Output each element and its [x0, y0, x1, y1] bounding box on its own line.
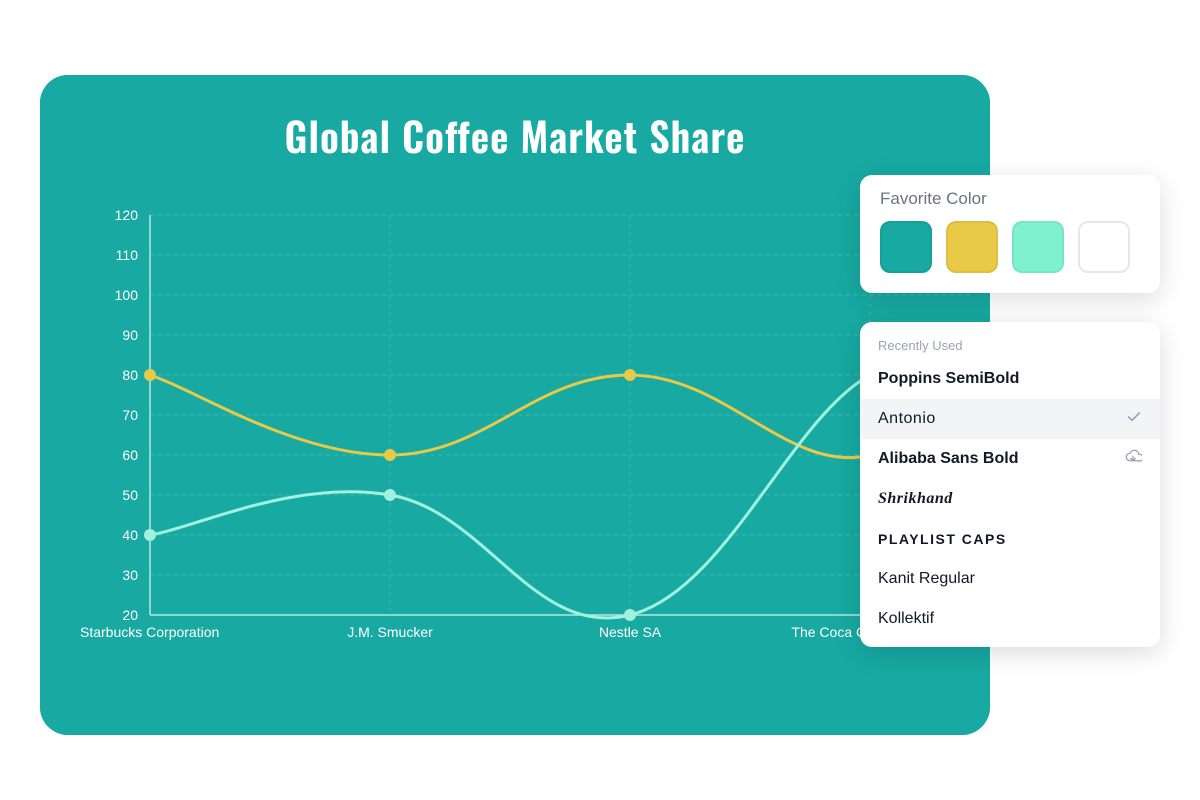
svg-text:100: 100 [115, 287, 139, 303]
svg-text:60: 60 [122, 447, 138, 463]
font-item-label: Kanit Regular [878, 570, 975, 588]
font-item-5[interactable]: Kanit Regular [860, 559, 1160, 599]
check-icon [1126, 409, 1142, 430]
color-swatch-2[interactable] [1012, 221, 1064, 273]
line-chart: 20 30 40 50 60 70 80 90 100 110 120 Starbucks Corp… [40, 75, 990, 735]
editor-stage: 20 30 40 50 60 70 80 90 100 110 120 Starbucks Corp… [0, 0, 1200, 800]
svg-text:J.M. Smucker: J.M. Smucker [347, 624, 433, 640]
svg-text:90: 90 [122, 327, 138, 343]
font-list: Poppins SemiBold Antonio Alibaba Sans Bold… [860, 359, 1160, 639]
svg-text:70: 70 [122, 407, 138, 423]
font-item-label: Alibaba Sans Bold [878, 450, 1018, 468]
font-item-4[interactable]: PLAYLIST CAPS [860, 519, 1160, 559]
font-item-6[interactable]: Kollektif [860, 599, 1160, 639]
font-picker-panel: Recently Used Poppins SemiBold Antonio Ali… [860, 322, 1160, 647]
font-item-label: Shrikhand [878, 490, 953, 508]
color-swatch-row [880, 221, 1140, 273]
svg-text:50: 50 [122, 487, 138, 503]
svg-text:20: 20 [122, 607, 138, 623]
font-item-0[interactable]: Poppins SemiBold [860, 359, 1160, 399]
color-swatch-1[interactable] [946, 221, 998, 273]
chart-card: 20 30 40 50 60 70 80 90 100 110 120 Starbucks Corp… [40, 75, 990, 735]
svg-text:40: 40 [122, 527, 138, 543]
font-item-3[interactable]: Shrikhand [860, 479, 1160, 519]
font-item-label: Antonio [878, 410, 936, 428]
svg-text:Nestle SA: Nestle SA [599, 624, 662, 640]
font-item-1[interactable]: Antonio [860, 399, 1160, 439]
chart-title: Global Coffee Market Share [40, 105, 990, 165]
color-swatch-0[interactable] [880, 221, 932, 273]
cloud-download-icon[interactable] [1124, 448, 1142, 471]
svg-text:120: 120 [115, 207, 139, 223]
svg-text:110: 110 [116, 247, 139, 263]
svg-text:Starbucks Corporation: Starbucks Corporation [80, 624, 219, 640]
font-item-2[interactable]: Alibaba Sans Bold [860, 439, 1160, 479]
color-panel-title: Favorite Color [880, 189, 1140, 209]
color-swatch-3[interactable] [1078, 221, 1130, 273]
font-item-label: Kollektif [878, 610, 934, 628]
color-palette-panel: Favorite Color [860, 175, 1160, 293]
svg-text:80: 80 [122, 367, 138, 383]
font-panel-section-label: Recently Used [860, 326, 1160, 359]
font-item-label: Poppins SemiBold [878, 370, 1019, 388]
svg-text:30: 30 [122, 567, 138, 583]
font-item-label: PLAYLIST CAPS [878, 531, 1007, 547]
